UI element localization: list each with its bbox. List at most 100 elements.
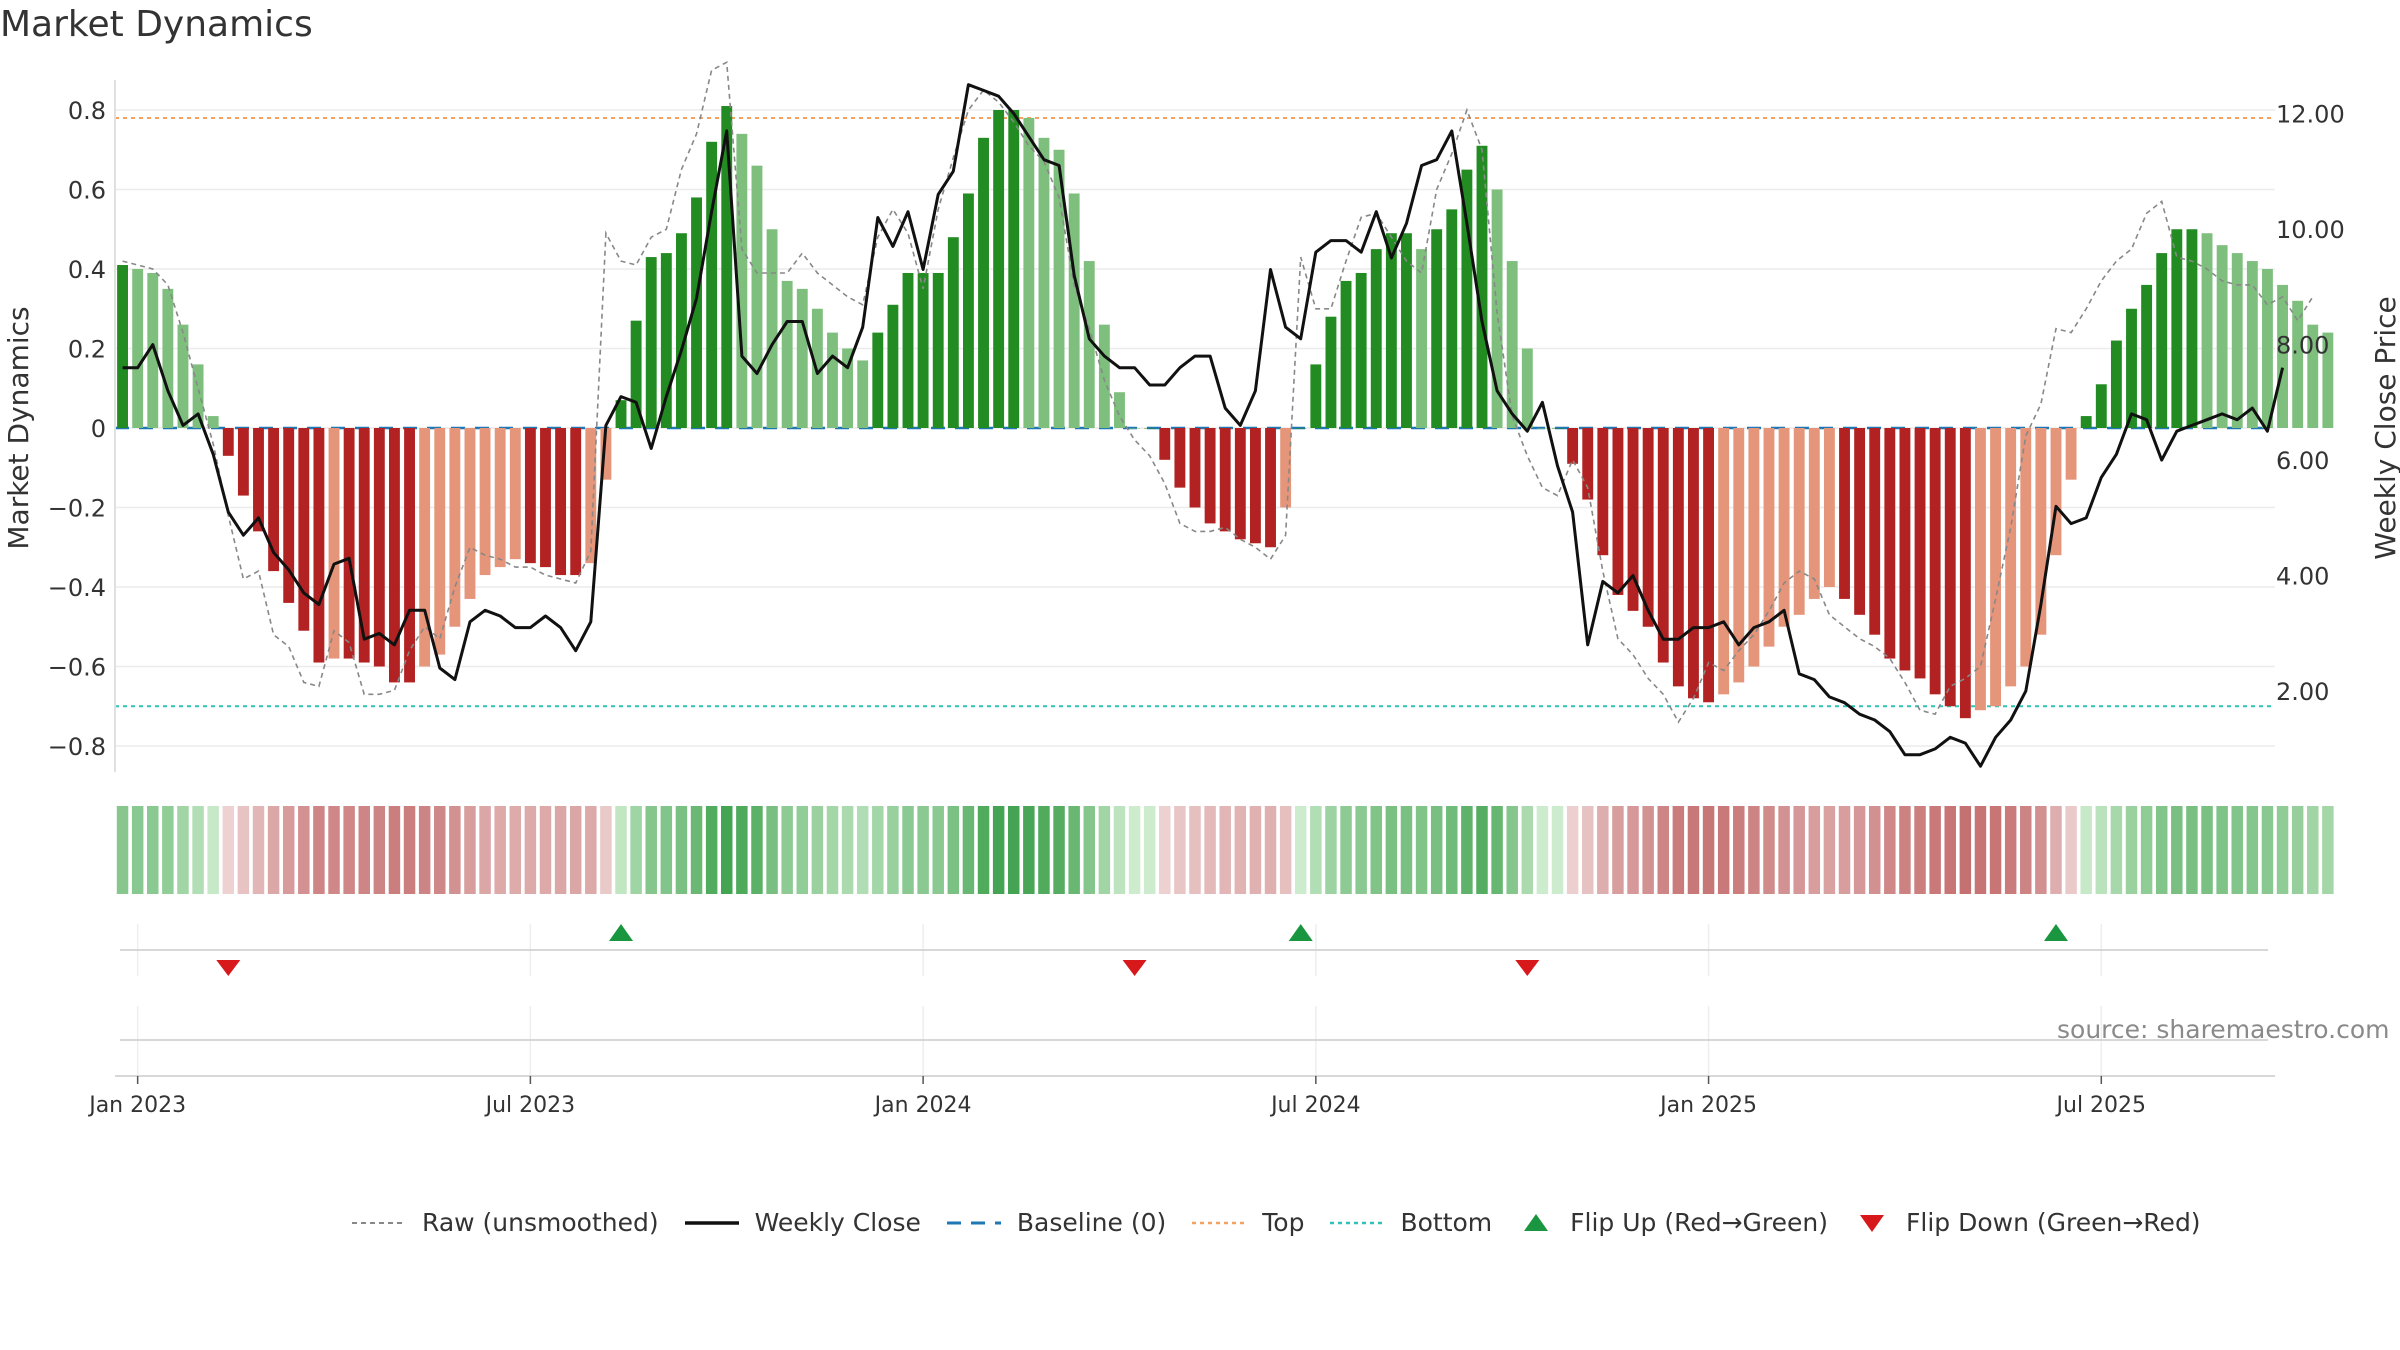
heat-cell <box>1038 806 1050 894</box>
dynamics-bar <box>2186 229 2198 428</box>
heat-cell <box>977 806 990 894</box>
dynamics-bar <box>1627 428 1639 611</box>
dynamics-bar <box>1672 428 1684 687</box>
heat-cell <box>343 806 355 894</box>
dynamics-bar <box>1854 428 1866 615</box>
heat-cell <box>2035 806 2047 894</box>
heat-cell <box>192 806 204 894</box>
dynamics-bar <box>2322 332 2334 428</box>
dynamics-bar <box>2307 324 2319 428</box>
heat-cell <box>1687 806 1700 894</box>
heat-cell <box>1068 806 1080 894</box>
flip-up-marker <box>1288 924 1313 941</box>
dynamics-bar <box>1280 428 1292 508</box>
heat-cell <box>1944 806 1956 894</box>
legend-item-bottom: Bottom <box>1328 1208 1492 1237</box>
dynamics-bar <box>1204 428 1216 524</box>
dynamics-bar <box>298 428 310 631</box>
dynamics-bar <box>313 428 325 663</box>
dynamics-bar <box>1038 137 1050 428</box>
heat-cell <box>131 806 144 894</box>
y2-tick-label: 2.00 <box>2276 678 2329 706</box>
dynamics-bar <box>2080 416 2092 428</box>
dynamics-bar <box>1159 428 1171 460</box>
dynamics-bar <box>555 428 567 576</box>
dynamics-bar <box>645 257 657 428</box>
dynamics-bar <box>1914 428 1926 679</box>
dynamics-bar <box>630 320 642 428</box>
dynamics-bar <box>1536 428 1548 429</box>
heat-cell <box>2020 806 2032 894</box>
heat-cell <box>207 806 219 894</box>
heat-cell <box>1415 806 1428 894</box>
heat-cell <box>1763 806 1775 894</box>
heat-cell <box>1702 806 1715 894</box>
heat-cell <box>2216 806 2228 894</box>
heat-cell <box>2261 806 2274 894</box>
dynamics-bar <box>1778 428 1790 627</box>
heat-cell <box>2155 806 2168 894</box>
heat-cell <box>1853 806 1866 894</box>
dynamics-bar <box>1219 428 1231 532</box>
heat-cell <box>1491 806 1503 894</box>
dynamics-bar <box>162 288 174 428</box>
dynamics-bar <box>570 428 582 576</box>
dynamics-bar <box>434 428 446 655</box>
flip-down-marker <box>1515 960 1540 976</box>
dynamics-bar <box>479 428 491 576</box>
heat-cell <box>388 806 401 894</box>
dynamics-bar <box>1083 261 1095 428</box>
heat-cell <box>1113 806 1126 894</box>
flip-up-marker <box>2043 924 2068 941</box>
heat-cell <box>403 806 416 894</box>
dynamics-bar <box>842 348 854 428</box>
heat-cell <box>222 806 235 894</box>
heat-cell <box>2201 806 2213 894</box>
heat-cell <box>1733 806 1745 894</box>
dynamics-bar <box>1295 428 1307 429</box>
dynamics-bar <box>1869 428 1881 635</box>
source-label: source: sharemaestro.com <box>2057 1015 2390 1044</box>
y-tick-label: 0.8 <box>68 97 106 125</box>
y-axis-label: Market Dynamics <box>2 306 35 549</box>
heat-cell <box>177 806 189 894</box>
heat-cell <box>1581 806 1594 894</box>
flip-up-marker <box>609 924 634 941</box>
heat-cell <box>585 806 597 894</box>
dashed-gray-line-icon <box>352 1221 406 1224</box>
dynamics-bar <box>962 193 974 428</box>
dynamics-bar <box>1053 149 1065 428</box>
red-triangle-down-icon <box>1860 1214 1885 1232</box>
heat-cell <box>449 806 461 894</box>
heat-cell <box>962 806 975 894</box>
y2-tick-label: 8.00 <box>2276 332 2329 360</box>
y2-axis-label: Weekly Close Price <box>2369 296 2400 559</box>
dynamics-bar <box>2246 261 2258 428</box>
heat-strip <box>116 806 2334 894</box>
close-series <box>122 83 2285 768</box>
dynamics-bar <box>1476 145 1488 428</box>
dynamics-bar <box>494 428 506 568</box>
heat-cell <box>313 806 325 894</box>
heat-cell <box>1899 806 1911 894</box>
flip-markers <box>120 924 2268 1041</box>
heat-cell <box>554 806 567 894</box>
dynamics-bar <box>1884 428 1896 659</box>
dynamics-bar <box>902 272 914 428</box>
heat-cell <box>947 806 960 894</box>
dynamics-bar <box>328 428 340 659</box>
dynamics-bar <box>932 272 944 428</box>
heat-cell <box>1446 806 1458 894</box>
heat-cell <box>2307 806 2319 894</box>
heat-cell <box>1189 806 1201 894</box>
chart-title: Market Dynamics <box>0 4 313 45</box>
dynamics-bar <box>1008 110 1020 428</box>
y-tick-label: 0.4 <box>68 256 106 284</box>
heat-cell <box>1461 806 1473 894</box>
heat-cell <box>1430 806 1443 894</box>
heat-cell <box>1597 806 1609 894</box>
heat-cell <box>1053 806 1065 894</box>
heat-cell <box>2004 806 2017 894</box>
dynamics-bar <box>675 233 687 428</box>
